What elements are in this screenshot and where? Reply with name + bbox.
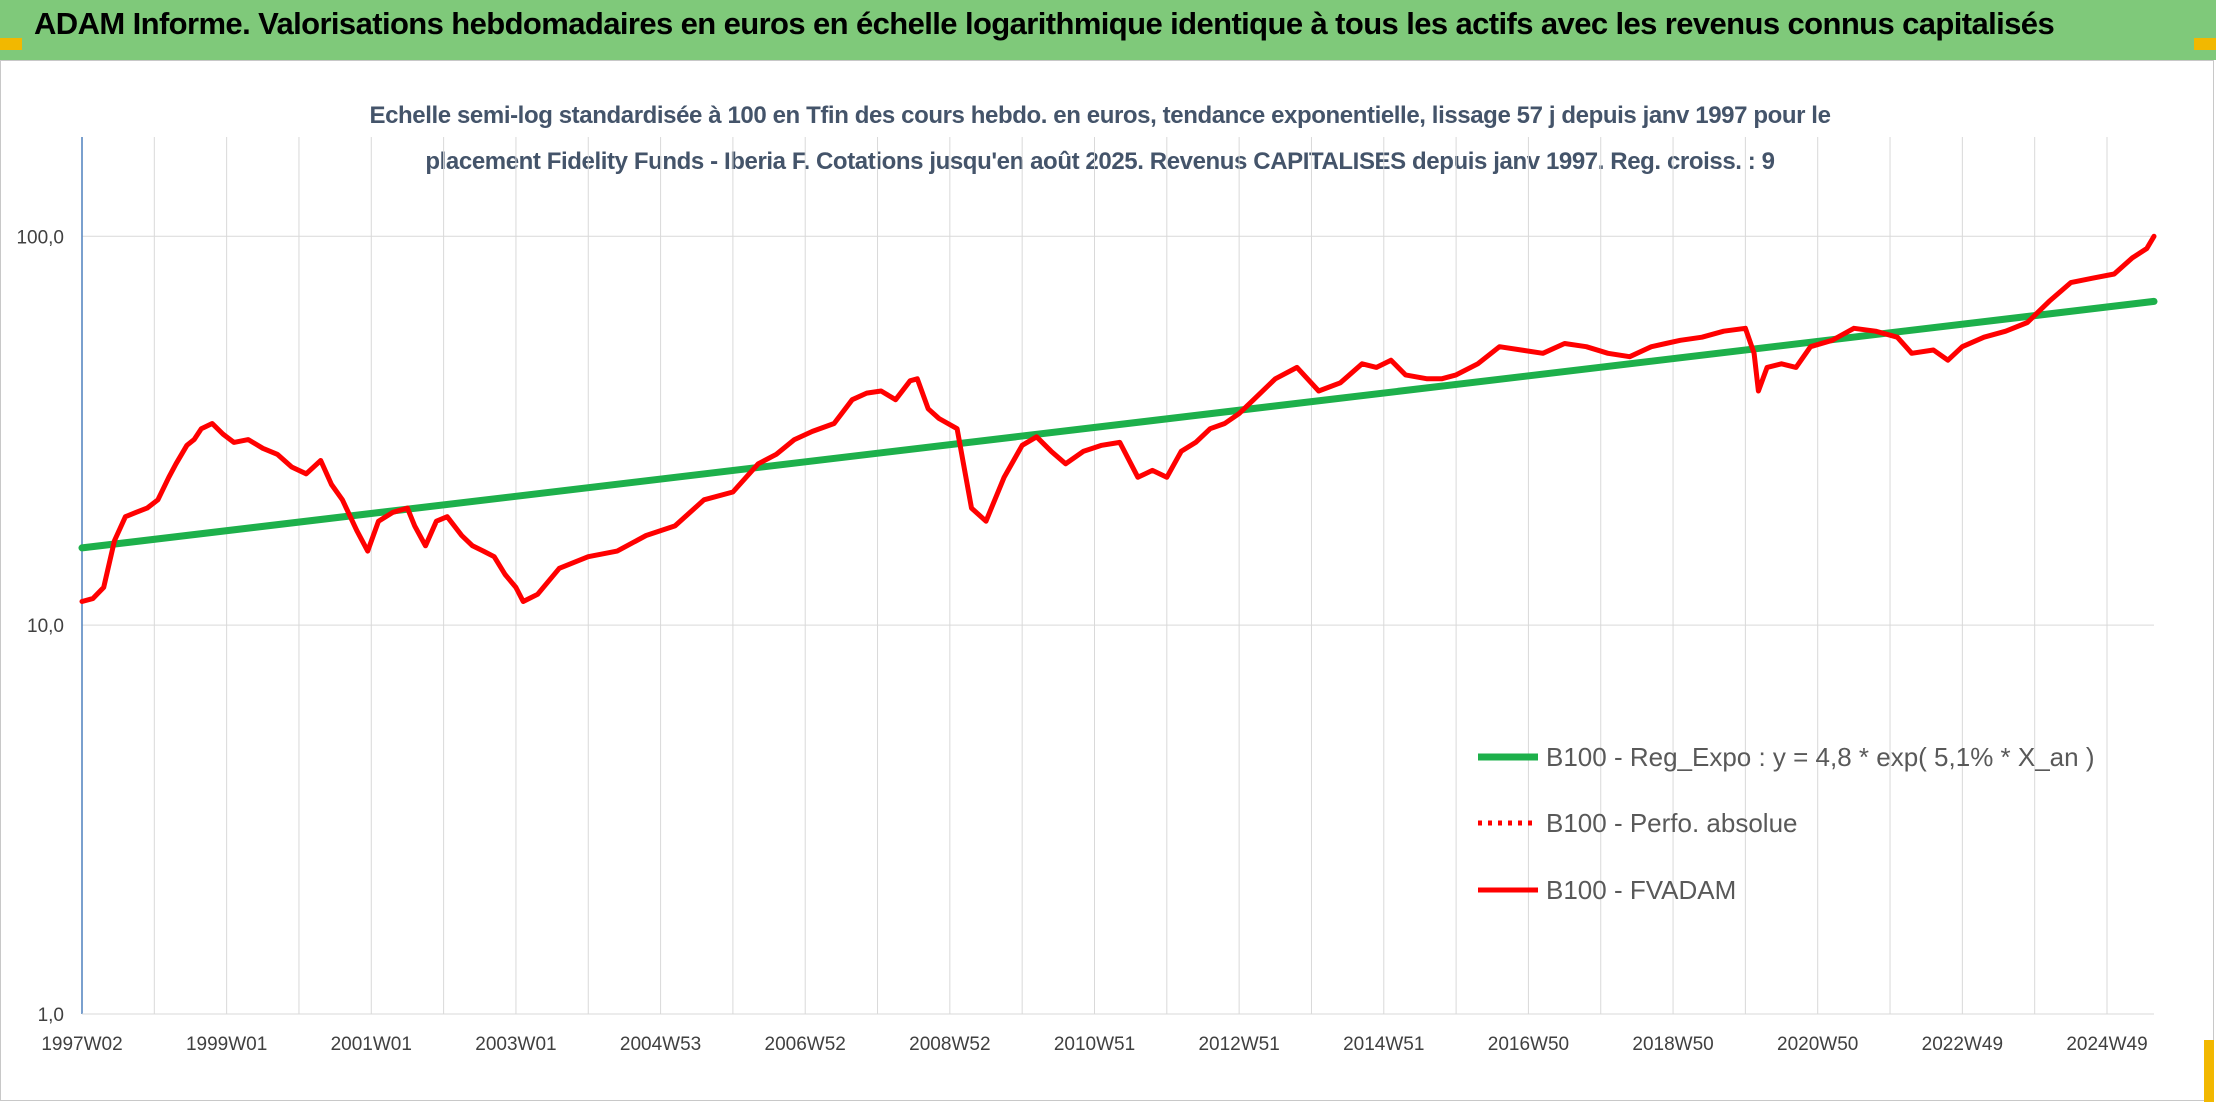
x-tick-label: 2003W01 bbox=[475, 1034, 556, 1055]
x-tick-label: 2022W49 bbox=[1922, 1034, 2003, 1055]
corner-marker-right bbox=[2194, 38, 2216, 50]
legend-item-reg-expo-label: B100 - Reg_Expo : y = 4,8 * exp( 5,1% * … bbox=[1546, 742, 2095, 772]
corner-marker-bottom-right bbox=[2204, 1040, 2214, 1102]
x-tick-label: 2004W53 bbox=[620, 1034, 701, 1055]
trend-line bbox=[78, 297, 2158, 552]
x-tick-label: 2006W52 bbox=[765, 1034, 846, 1055]
legend: B100 - Reg_Expo : y = 4,8 * exp( 5,1% * … bbox=[1478, 742, 2095, 905]
legend-item-fvadam-label: B100 - FVADAM bbox=[1546, 875, 1736, 905]
x-tick-label: 2014W51 bbox=[1343, 1034, 1424, 1055]
y-tick-label: 1,0 bbox=[38, 1005, 64, 1026]
header-banner: ADAM Informe. Valorisations hebdomadaire… bbox=[0, 0, 2216, 60]
x-tick-label: 2024W49 bbox=[2066, 1034, 2147, 1055]
axes: 1,0 10,0 100,0 1997W02 1999W01 2001W01 2003W01… bbox=[16, 137, 2154, 1055]
chart-area bbox=[0, 60, 2214, 1101]
x-tick-label: 1997W02 bbox=[41, 1034, 122, 1055]
x-tick-label: 2008W52 bbox=[909, 1034, 990, 1055]
series-lines bbox=[78, 233, 2158, 604]
x-tick-label: 2020W50 bbox=[1777, 1034, 1858, 1055]
y-tick-label: 10,0 bbox=[27, 616, 64, 637]
page-title: ADAM Informe. Valorisations hebdomadaire… bbox=[34, 6, 2055, 41]
x-tick-label: 2012W51 bbox=[1198, 1034, 1279, 1055]
grid-lines bbox=[82, 137, 2154, 1015]
series-line-fvadam bbox=[79, 233, 2157, 604]
corner-marker-left bbox=[0, 38, 22, 50]
chart-title-line-2: placement Fidelity Funds - Iberia F. Cot… bbox=[425, 148, 1775, 175]
x-tick-label: 2018W50 bbox=[1632, 1034, 1713, 1055]
y-tick-label: 100,0 bbox=[16, 227, 64, 248]
x-tick-label: 2001W01 bbox=[331, 1034, 412, 1055]
chart-title: Echelle semi-log standardisée à 100 en T… bbox=[240, 93, 1960, 185]
x-tick-label: 1999W01 bbox=[186, 1034, 267, 1055]
legend-item-perfo-absolue-label: B100 - Perfo. absolue bbox=[1546, 808, 1798, 838]
x-tick-label: 2016W50 bbox=[1488, 1034, 1569, 1055]
x-tick-label: 2010W51 bbox=[1054, 1034, 1135, 1055]
chart-title-line-1: Echelle semi-log standardisée à 100 en T… bbox=[369, 102, 1831, 129]
